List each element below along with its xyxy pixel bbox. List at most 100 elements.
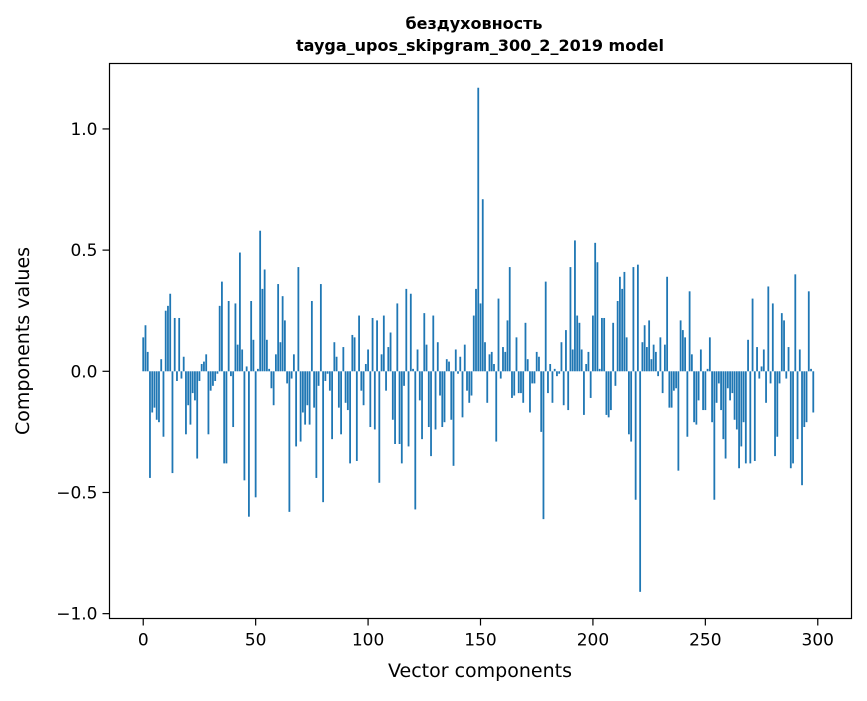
bar bbox=[252, 339, 255, 372]
bar bbox=[468, 371, 471, 403]
bar bbox=[520, 371, 522, 394]
bars-layer bbox=[142, 87, 815, 592]
bar bbox=[358, 315, 360, 372]
x-axis-ticks: 0 50 100 150 200 250 300 bbox=[138, 618, 834, 651]
bar bbox=[344, 371, 347, 403]
bar bbox=[335, 356, 338, 372]
bar bbox=[272, 371, 275, 406]
bar bbox=[346, 371, 349, 411]
bar bbox=[371, 317, 374, 372]
bar bbox=[308, 371, 311, 425]
bar bbox=[472, 315, 475, 372]
bar bbox=[227, 301, 230, 372]
bar bbox=[203, 361, 205, 372]
bar bbox=[454, 349, 457, 372]
bar bbox=[160, 359, 163, 372]
bar bbox=[434, 371, 437, 430]
bar bbox=[488, 354, 491, 372]
bar bbox=[601, 317, 603, 372]
bar bbox=[349, 371, 351, 464]
bar bbox=[407, 371, 410, 447]
bar bbox=[265, 339, 268, 372]
bar bbox=[706, 368, 709, 372]
bar bbox=[812, 371, 815, 413]
x-tick-label: 100 bbox=[352, 631, 384, 651]
bar bbox=[239, 252, 241, 372]
bar bbox=[612, 322, 615, 372]
y-axis-ticks: −1.0 −0.5 0.0 0.5 1.0 bbox=[56, 120, 110, 625]
bar bbox=[533, 371, 536, 384]
bar bbox=[277, 284, 280, 372]
bar bbox=[632, 267, 635, 372]
bar bbox=[796, 371, 799, 440]
bar bbox=[466, 371, 468, 391]
bar bbox=[538, 356, 540, 372]
bar bbox=[792, 371, 794, 464]
bar bbox=[477, 87, 480, 372]
bar bbox=[436, 342, 439, 372]
bar bbox=[405, 288, 408, 372]
bar bbox=[207, 371, 210, 435]
bar bbox=[558, 371, 561, 374]
bar bbox=[695, 371, 698, 425]
bar bbox=[598, 368, 601, 372]
bar bbox=[583, 371, 585, 415]
bar bbox=[171, 371, 174, 474]
bar bbox=[630, 371, 633, 442]
bar bbox=[409, 293, 412, 372]
bar bbox=[497, 298, 500, 372]
bar bbox=[654, 351, 657, 372]
bar bbox=[445, 359, 448, 372]
bar bbox=[490, 351, 493, 372]
bar bbox=[778, 371, 781, 384]
bar bbox=[603, 317, 606, 372]
bar bbox=[214, 371, 217, 381]
bar bbox=[517, 371, 520, 394]
bar bbox=[571, 349, 574, 372]
bar bbox=[421, 371, 423, 440]
bar bbox=[378, 371, 381, 483]
bar bbox=[158, 371, 160, 423]
bar bbox=[681, 330, 684, 372]
bar bbox=[663, 344, 666, 372]
bar bbox=[427, 371, 430, 428]
bar bbox=[288, 371, 291, 512]
bar bbox=[396, 303, 399, 372]
bar bbox=[146, 351, 149, 372]
bar bbox=[450, 371, 453, 420]
bar bbox=[628, 371, 630, 435]
bar bbox=[569, 267, 572, 372]
bar bbox=[322, 371, 325, 503]
bar bbox=[196, 371, 199, 459]
bar bbox=[281, 296, 284, 372]
bar bbox=[717, 371, 720, 384]
bar bbox=[209, 371, 212, 391]
bar bbox=[652, 344, 655, 372]
bar bbox=[547, 371, 549, 394]
bar bbox=[236, 344, 239, 372]
bar bbox=[524, 322, 527, 372]
bar bbox=[155, 371, 158, 420]
bar bbox=[729, 371, 731, 401]
y-tick-label: 1.0 bbox=[70, 120, 97, 140]
bar bbox=[668, 371, 671, 408]
bar bbox=[463, 344, 466, 372]
bar bbox=[257, 368, 259, 372]
bar bbox=[623, 271, 626, 372]
y-tick-label: 0.5 bbox=[70, 241, 97, 261]
bar bbox=[218, 305, 221, 372]
bar bbox=[315, 371, 318, 478]
bar bbox=[191, 371, 194, 394]
bar bbox=[713, 371, 716, 500]
bar bbox=[394, 371, 396, 444]
bar bbox=[241, 349, 244, 372]
bar bbox=[313, 371, 316, 408]
bar bbox=[225, 371, 228, 464]
bar bbox=[412, 368, 414, 372]
bar bbox=[634, 371, 637, 500]
bar bbox=[340, 371, 342, 435]
bar bbox=[686, 371, 689, 437]
bar bbox=[592, 315, 594, 372]
bar bbox=[688, 291, 691, 372]
